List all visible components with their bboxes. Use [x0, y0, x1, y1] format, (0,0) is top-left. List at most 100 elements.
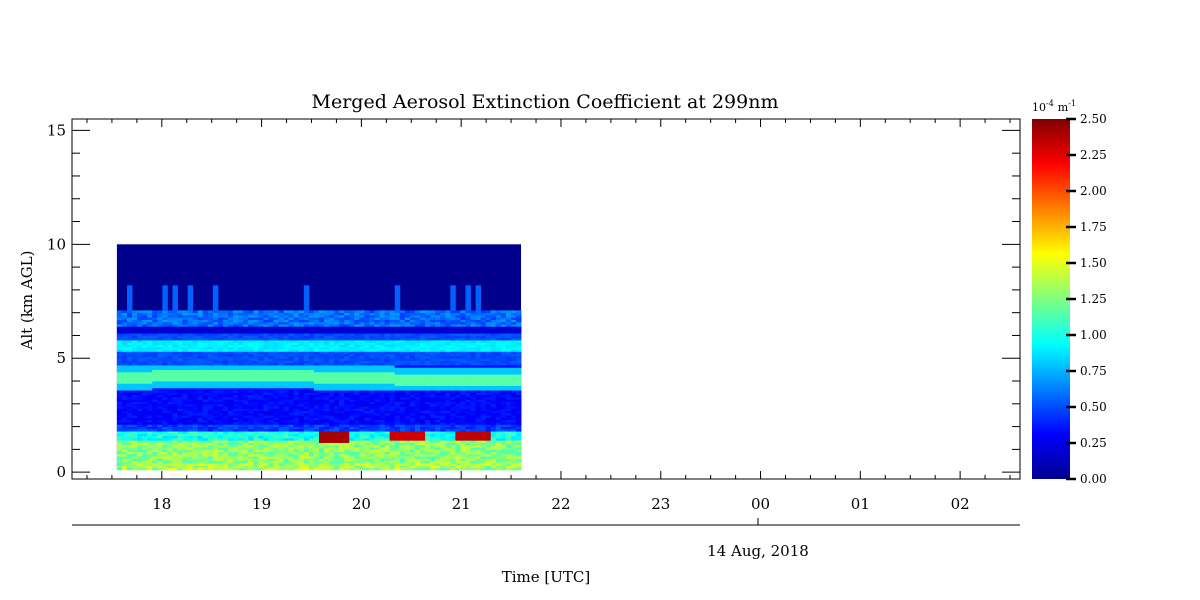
- heatmap-cell: [389, 460, 396, 464]
- heatmap-cell: [162, 401, 168, 405]
- heatmap-cell: [324, 453, 330, 457]
- heatmap-cell: [394, 340, 401, 343]
- heatmap-cell: [288, 428, 295, 432]
- heatmap-cell: [202, 447, 209, 450]
- heatmap-cell: [192, 335, 199, 339]
- heatmap-cell: [207, 401, 214, 405]
- heatmap-cell: [147, 410, 153, 414]
- heatmap-cell: [430, 312, 436, 316]
- heatmap-cell: [127, 415, 133, 418]
- heatmap-cell: [162, 353, 168, 357]
- heatmap-cell: [197, 310, 204, 314]
- heatmap-cell: [132, 426, 138, 430]
- heatmap-cell: [318, 415, 325, 418]
- heatmap-cell: [293, 458, 300, 462]
- heatmap-cell: [324, 371, 330, 375]
- heatmap-cell: [399, 456, 406, 459]
- heatmap-cell: [152, 310, 158, 314]
- heatmap-cell: [404, 381, 411, 384]
- heatmap-cell: [425, 458, 431, 462]
- heatmap-cell: [404, 367, 411, 371]
- heatmap-cell: [268, 365, 274, 368]
- heatmap-cell: [253, 440, 259, 443]
- heatmap-cell: [273, 367, 279, 371]
- heatmap-cell: [273, 399, 279, 402]
- heatmap-cell: [127, 447, 133, 450]
- heatmap-cell: [116, 412, 123, 416]
- heatmap-cell: [162, 465, 168, 469]
- heatmap-cell: [313, 314, 320, 318]
- heatmap-cell: [409, 458, 416, 462]
- heatmap-cell: [253, 362, 259, 366]
- heatmap-cell: [313, 412, 320, 416]
- heatmap-cell: [298, 362, 305, 366]
- heatmap-cell: [379, 381, 386, 384]
- heatmap-cell: [339, 444, 345, 448]
- heatmap-cell: [192, 463, 199, 466]
- heatmap-cell: [379, 456, 386, 459]
- heatmap-cell: [329, 344, 335, 348]
- heatmap-cell: [127, 330, 133, 334]
- heatmap-cell: [409, 365, 416, 368]
- heatmap-cell: [192, 371, 199, 375]
- heatmap-cell: [425, 317, 431, 320]
- heatmap-cell: [116, 451, 123, 455]
- heatmap-cell: [187, 301, 194, 304]
- heatmap-cell: [344, 374, 350, 377]
- heatmap-cell: [303, 428, 310, 432]
- heatmap-cell: [197, 449, 204, 453]
- heatmap-cell: [339, 314, 345, 318]
- heatmap-cell: [425, 431, 431, 434]
- heatmap-cell: [283, 328, 290, 332]
- heatmap-cell: [121, 349, 128, 352]
- heatmap-cell: [450, 369, 456, 373]
- heatmap-cell: [379, 410, 386, 414]
- heatmap-cell: [243, 351, 249, 355]
- heatmap-cell: [389, 394, 396, 398]
- heatmap-cell: [460, 449, 466, 453]
- heatmap-cell: [445, 444, 451, 448]
- heatmap-cell: [465, 447, 471, 450]
- heatmap-cell: [450, 458, 456, 462]
- heatmap-cell: [283, 406, 290, 409]
- heatmap-cell: [394, 351, 401, 355]
- heatmap-cell: [334, 335, 340, 339]
- heatmap-cell: [359, 394, 365, 398]
- heatmap-cell: [409, 340, 416, 343]
- heatmap-cell: [379, 453, 386, 457]
- heatmap-cell: [121, 346, 128, 350]
- heatmap-cell: [308, 344, 315, 348]
- heatmap-cell: [137, 387, 143, 391]
- heatmap-cell: [116, 381, 123, 384]
- heatmap-cell: [313, 447, 320, 450]
- heatmap-cell: [313, 399, 320, 402]
- heatmap-cell: [217, 328, 224, 332]
- heatmap-cell: [162, 431, 168, 434]
- heatmap-cell: [394, 296, 401, 300]
- heatmap-cell: [303, 463, 310, 466]
- heatmap-cell: [450, 444, 456, 448]
- heatmap-cell: [167, 456, 173, 459]
- heatmap-cell: [389, 360, 396, 364]
- heatmap-cell: [354, 442, 360, 446]
- heatmap-cell: [329, 433, 335, 437]
- heatmap-cell: [409, 310, 416, 314]
- heatmap-cell: [207, 435, 214, 439]
- heatmap-cell: [278, 394, 285, 398]
- heatmap-cell: [127, 463, 133, 466]
- heatmap-cell: [324, 387, 330, 391]
- heatmap-cell: [238, 367, 244, 371]
- heatmap-cell: [243, 426, 249, 430]
- heatmap-cell: [121, 324, 128, 327]
- heatmap-cell: [445, 342, 451, 345]
- heatmap-cell: [409, 376, 416, 380]
- heatmap-cell: [152, 312, 158, 316]
- heatmap-cell: [217, 312, 224, 316]
- heatmap-cell: [207, 346, 214, 350]
- heatmap-cell: [308, 406, 315, 409]
- heatmap-cell: [384, 467, 391, 471]
- heatmap-cell: [394, 330, 401, 334]
- heatmap-cell: [182, 337, 189, 341]
- heatmap-cell: [455, 467, 461, 471]
